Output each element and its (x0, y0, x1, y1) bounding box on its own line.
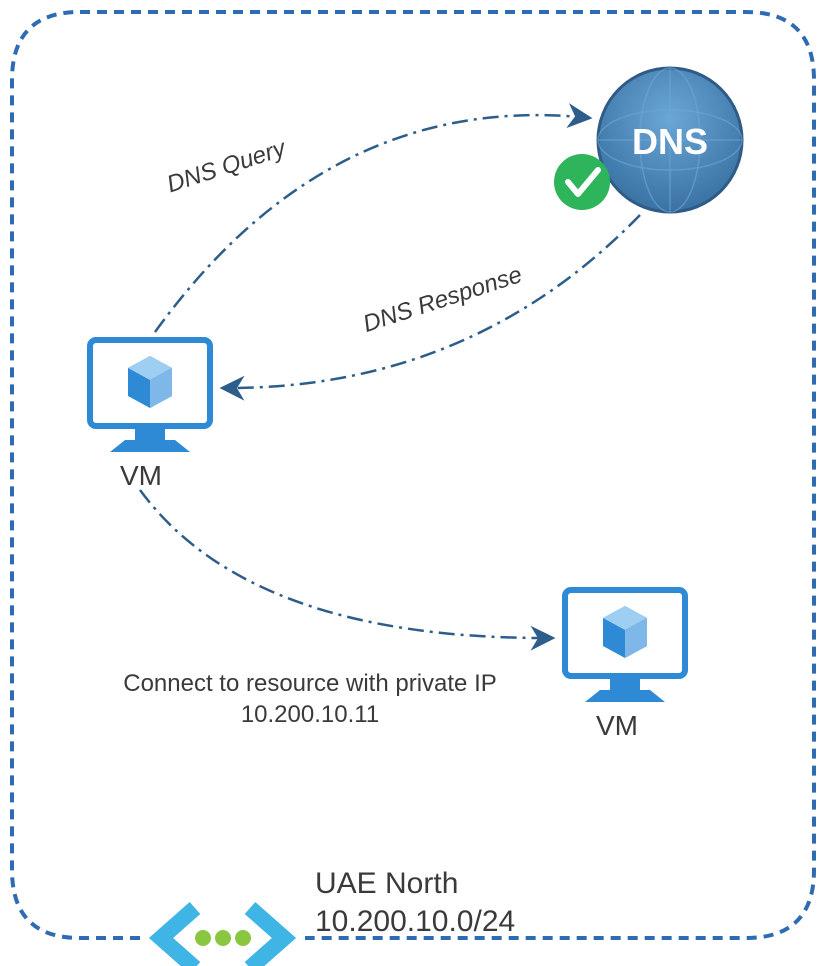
region-label: UAE North 10.200.10.0/24 (315, 865, 515, 940)
vm1-label: VM (120, 460, 162, 492)
check-badge (554, 154, 610, 210)
region-cidr: 10.200.10.0/24 (315, 905, 515, 938)
label-connect: Connect to resource with private IP 10.2… (95, 668, 525, 730)
connect-line1: Connect to resource with private IP (123, 670, 497, 697)
dns-node: DNS (598, 68, 742, 212)
vm2-node (565, 590, 685, 702)
diagram-canvas: DNS (0, 0, 826, 966)
edge-connect (140, 490, 553, 638)
edge-dns-query (155, 115, 590, 332)
vm2-label: VM (596, 710, 638, 742)
region-name: UAE North (315, 867, 458, 900)
vm1-node (90, 340, 210, 452)
connect-line2: 10.200.10.11 (241, 701, 379, 728)
vnet-icon (161, 908, 284, 966)
dns-label: DNS (632, 121, 708, 162)
